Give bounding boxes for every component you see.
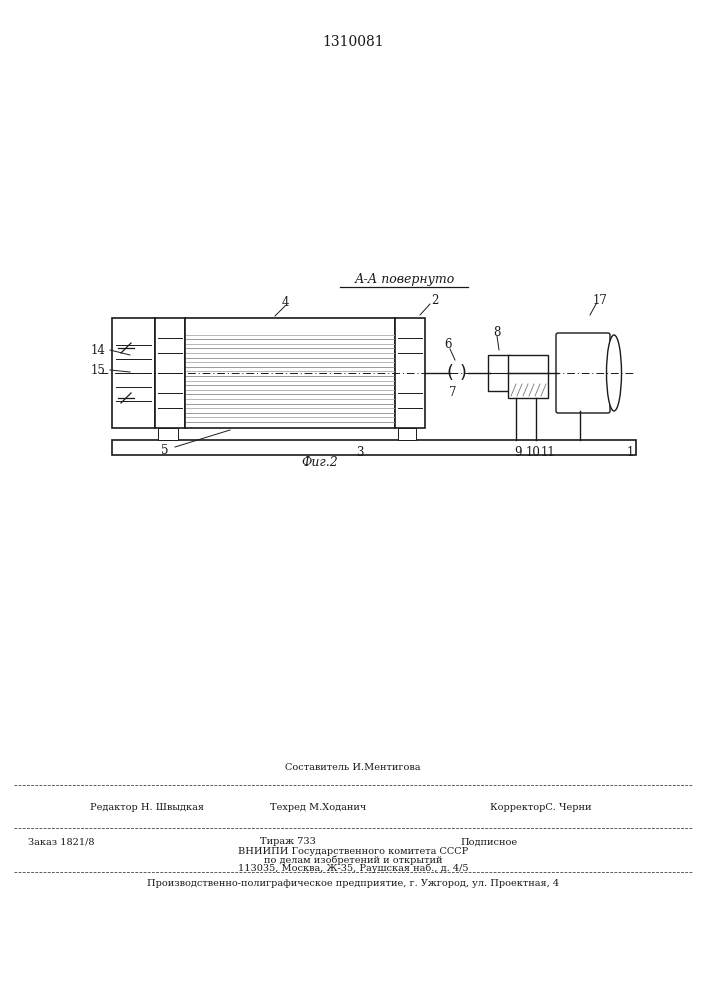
Text: Заказ 1821/8: Заказ 1821/8 [28,838,95,846]
Text: Тираж 733: Тираж 733 [260,838,316,846]
Text: Составитель И.Ментигова: Составитель И.Ментигова [285,764,421,772]
Text: (: ( [447,364,453,382]
FancyBboxPatch shape [556,333,610,413]
Text: 14: 14 [90,344,105,357]
Text: 9: 9 [514,446,522,460]
Bar [508,355,548,398]
Text: 11: 11 [541,446,556,460]
Text: 6: 6 [444,338,452,352]
Text: Техред М.Ходанич: Техред М.Ходанич [270,802,366,812]
Text: 7: 7 [449,385,457,398]
Text: 113035, Москва, Ж-35, Раушская наб., д. 4/5: 113035, Москва, Ж-35, Раушская наб., д. … [238,863,468,873]
Text: по делам изобретений и открытий: по делам изобретений и открытий [264,855,443,865]
Bar [488,355,510,391]
Bar [112,318,155,428]
Text: Производственно-полиграфическое предприятие, г. Ужгород, ул. Проектная, 4: Производственно-полиграфическое предприя… [147,880,559,888]
Bar [185,318,395,330]
Text: ): ) [460,364,467,382]
Bar [158,428,178,440]
Bar [398,428,416,440]
Text: КорректорС. Черни: КорректорС. Черни [490,802,592,812]
Text: 17: 17 [592,294,607,306]
Text: Подписное: Подписное [460,838,517,846]
Bar [112,440,636,455]
Text: А-А повернуто: А-А повернуто [355,273,455,286]
Text: 5: 5 [161,444,169,456]
Text: 3: 3 [356,446,363,460]
Ellipse shape [607,335,621,411]
Bar [395,318,425,428]
Text: Фиг.2: Фиг.2 [302,456,339,470]
Text: 15: 15 [90,363,105,376]
Bar [155,318,185,428]
Text: 4: 4 [281,296,288,308]
Text: 1: 1 [626,446,633,460]
Text: 2: 2 [431,294,438,306]
Text: Редактор Н. Швыдкая: Редактор Н. Швыдкая [90,802,204,812]
Text: 1310081: 1310081 [322,35,384,49]
Text: ВНИИПИ Государственного комитета СССР: ВНИИПИ Государственного комитета СССР [238,848,468,856]
Bar [185,318,395,428]
Text: 8: 8 [493,326,501,338]
Text: 10: 10 [525,446,540,460]
